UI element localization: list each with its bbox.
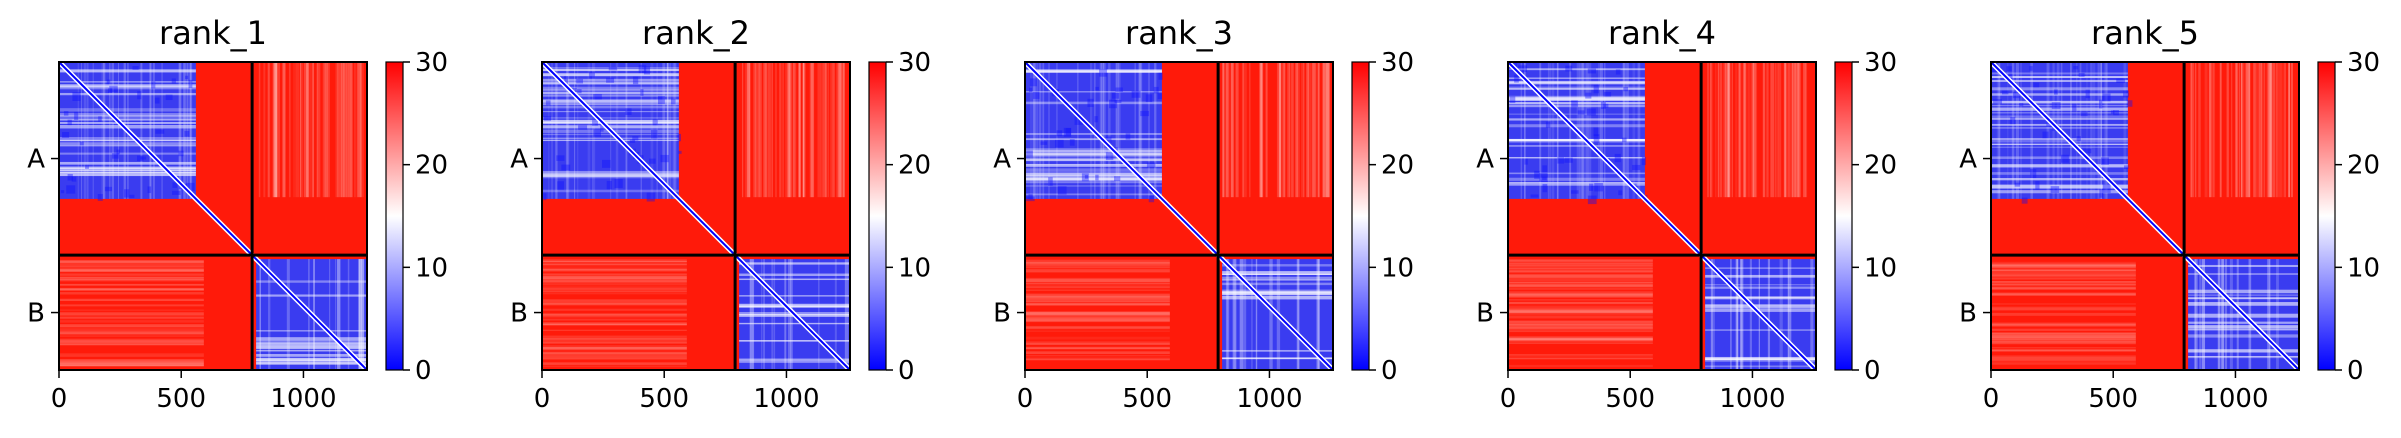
colorbar-tick-label: 20 — [898, 151, 931, 181]
x-tick-label: 500 — [2088, 384, 2138, 414]
colorbar: 0 10 20 30 — [1834, 48, 1897, 386]
colorbar-gradient — [385, 61, 404, 371]
heatmap-panel-2: rank_2 0 500 1000 A B 0 10 20 30 — [510, 14, 931, 414]
chain-label: A — [510, 145, 528, 175]
plot-frame — [541, 61, 851, 371]
x-tick-label: 500 — [1605, 384, 1655, 414]
panel-title: rank_4 — [1608, 14, 1716, 52]
plot-frame — [1024, 61, 1334, 371]
heatmap-panel-5: rank_5 0 500 1000 A B 0 10 20 30 — [1959, 14, 2380, 414]
colorbar-gradient — [1834, 61, 1853, 371]
x-tick-label: 0 — [534, 384, 551, 414]
colorbar-tick-label: 20 — [1381, 151, 1414, 181]
chain-label: B — [1476, 299, 1494, 329]
chain-label: A — [1476, 145, 1494, 175]
panel-title: rank_5 — [2091, 14, 2199, 52]
x-tick-label: 0 — [1500, 384, 1517, 414]
offdiag-stripes — [1991, 62, 2293, 365]
heatmap-panel-1: rank_1 0 500 1000 A B 0 10 20 30 — [27, 14, 448, 414]
colorbar-tick-label: 30 — [1864, 48, 1897, 78]
plot-frame — [1990, 61, 2300, 371]
colorbar-tick-label: 20 — [415, 151, 448, 181]
colorbar: 0 10 20 30 — [2317, 48, 2380, 386]
plot-frame — [1507, 61, 1817, 371]
chain-label: B — [1959, 299, 1977, 329]
colorbar-tick-label: 10 — [1864, 253, 1897, 283]
x-tick-label: 500 — [639, 384, 689, 414]
colorbar: 0 10 20 30 — [1351, 48, 1414, 386]
colorbar-tick-label: 20 — [2347, 151, 2380, 181]
chain-label: A — [1959, 145, 1977, 175]
colorbar-tick-label: 10 — [898, 253, 931, 283]
colorbar-tick-label: 10 — [415, 253, 448, 283]
offdiag-stripes — [1508, 62, 1808, 368]
x-tick-label: 0 — [1983, 384, 2000, 414]
colorbar-tick-label: 20 — [1864, 151, 1897, 181]
heatmap-panel-4: rank_4 0 500 1000 A B 0 10 20 30 — [1476, 14, 1897, 414]
colorbar-tick-label: 30 — [415, 48, 448, 78]
diagonal — [1507, 61, 1817, 371]
diagonal — [541, 61, 851, 371]
colorbar: 0 10 20 30 — [385, 48, 448, 386]
panel-title: rank_3 — [1125, 14, 1233, 52]
x-tick-label: 500 — [1122, 384, 1172, 414]
chain-label: B — [510, 299, 528, 329]
colorbar-tick-label: 0 — [898, 356, 915, 386]
colorbar-gradient — [868, 61, 887, 371]
x-tick-label: 0 — [51, 384, 68, 414]
diagonal — [58, 61, 368, 371]
chain-label: A — [27, 145, 45, 175]
colorbar-tick-label: 10 — [1381, 253, 1414, 283]
chain-label: B — [993, 299, 1011, 329]
x-tick-label: 1000 — [2202, 384, 2268, 414]
colorbar-gradient — [2317, 61, 2336, 371]
offdiag-stripes — [59, 62, 364, 367]
offdiag-stripes — [1025, 62, 1331, 361]
colorbar-tick-label: 0 — [1864, 356, 1881, 386]
colorbar-tick-label: 0 — [1381, 356, 1398, 386]
colorbar-gradient — [1351, 61, 1370, 371]
plot-frame — [58, 61, 368, 371]
colorbar-tick-label: 30 — [1381, 48, 1414, 78]
x-tick-label: 0 — [1017, 384, 1034, 414]
colorbar-tick-label: 0 — [2347, 356, 2364, 386]
colorbar-tick-label: 10 — [2347, 253, 2380, 283]
heatmap-panel-3: rank_3 0 500 1000 A B 0 10 20 30 — [993, 14, 1414, 414]
colorbar-tick-label: 30 — [898, 48, 931, 78]
colorbar: 0 10 20 30 — [868, 48, 931, 386]
panel-title: rank_1 — [159, 14, 267, 52]
x-tick-label: 1000 — [1719, 384, 1785, 414]
x-tick-label: 500 — [156, 384, 206, 414]
panel-title: rank_2 — [642, 14, 750, 52]
colorbar-tick-label: 30 — [2347, 48, 2380, 78]
offdiag-stripes — [542, 62, 845, 368]
diagonal — [1024, 61, 1334, 371]
colorbar-tick-label: 0 — [415, 356, 432, 386]
x-tick-label: 1000 — [270, 384, 336, 414]
x-tick-label: 1000 — [1236, 384, 1302, 414]
diagonal — [1990, 61, 2300, 371]
chain-label: B — [27, 299, 45, 329]
chain-label: A — [993, 145, 1011, 175]
x-tick-label: 1000 — [753, 384, 819, 414]
